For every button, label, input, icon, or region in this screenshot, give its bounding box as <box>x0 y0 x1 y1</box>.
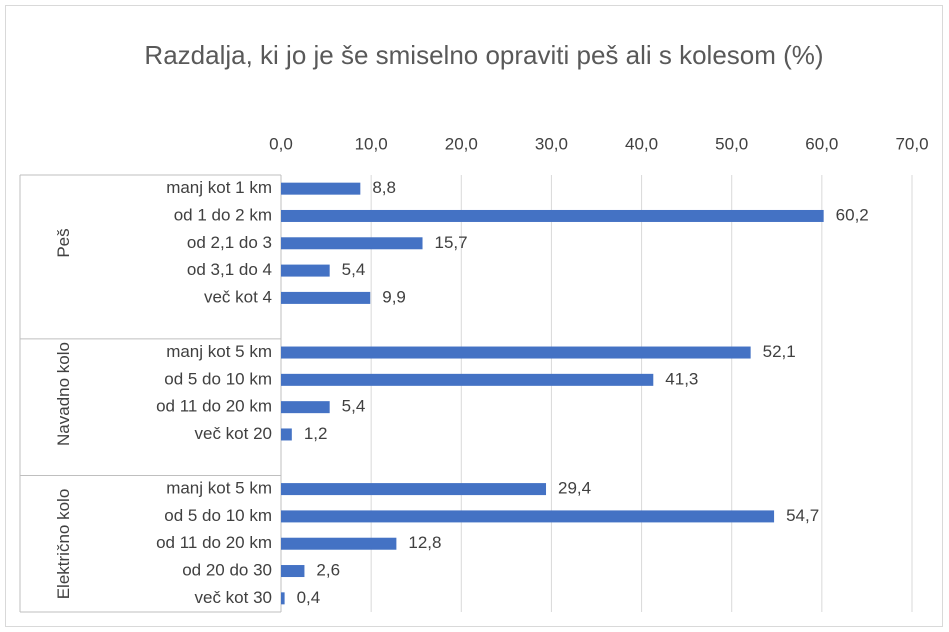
bar <box>281 401 330 414</box>
bar <box>281 510 775 523</box>
category-label: manj kot 5 km <box>166 342 272 361</box>
value-label: 60,2 <box>836 205 869 224</box>
value-label: 8,8 <box>372 178 396 197</box>
chart-title: Razdalja, ki jo je še smiselno opraviti … <box>144 40 824 70</box>
value-label: 52,1 <box>763 342 796 361</box>
bar <box>281 346 751 359</box>
category-label: manj kot 1 km <box>166 178 272 197</box>
value-label: 0,4 <box>297 588 321 607</box>
bar <box>281 182 361 195</box>
x-tick-label: 0,0 <box>269 134 293 153</box>
value-label: 54,7 <box>786 506 819 525</box>
category-label: več kot 20 <box>195 424 273 443</box>
bar <box>281 264 330 277</box>
x-tick-label: 60,0 <box>805 134 838 153</box>
category-label: več kot 4 <box>204 287 272 306</box>
category-label: manj kot 5 km <box>166 479 272 498</box>
bar <box>281 483 547 496</box>
value-label: 2,6 <box>316 561 340 580</box>
x-tick-label: 70,0 <box>895 134 928 153</box>
category-label: od 2,1 do 3 <box>187 233 272 252</box>
group-label: Električno kolo <box>54 488 73 599</box>
category-label: več kot 30 <box>195 588 273 607</box>
x-tick-label: 50,0 <box>715 134 748 153</box>
category-label: od 20 do 30 <box>182 561 272 580</box>
x-tick-label: 40,0 <box>625 134 658 153</box>
category-label: od 11 do 20 km <box>156 397 272 416</box>
value-label: 1,2 <box>304 424 328 443</box>
chart-border <box>5 5 943 627</box>
value-label: 12,8 <box>408 533 441 552</box>
bar <box>281 592 285 605</box>
bar <box>281 209 824 222</box>
bar <box>281 537 397 550</box>
bar <box>281 237 423 250</box>
bar <box>281 565 305 578</box>
x-tick-label: 30,0 <box>535 134 568 153</box>
bar <box>281 291 371 304</box>
category-label: od 1 do 2 km <box>174 205 272 224</box>
x-tick-label: 20,0 <box>445 134 478 153</box>
value-label: 5,4 <box>342 260 366 279</box>
value-label: 15,7 <box>435 233 468 252</box>
value-label: 29,4 <box>558 479 591 498</box>
bar <box>281 428 292 441</box>
bar <box>281 373 654 386</box>
category-label: od 5 do 10 km <box>164 506 272 525</box>
group-label: Navadno kolo <box>54 341 73 446</box>
category-label: od 3,1 do 4 <box>187 260 272 279</box>
value-label: 9,9 <box>382 287 406 306</box>
x-tick-label: 10,0 <box>355 134 388 153</box>
category-label: od 11 do 20 km <box>156 533 272 552</box>
value-label: 5,4 <box>342 397 366 416</box>
value-label: 41,3 <box>665 369 698 388</box>
category-label: od 5 do 10 km <box>164 369 272 388</box>
group-label: Peš <box>54 228 73 258</box>
